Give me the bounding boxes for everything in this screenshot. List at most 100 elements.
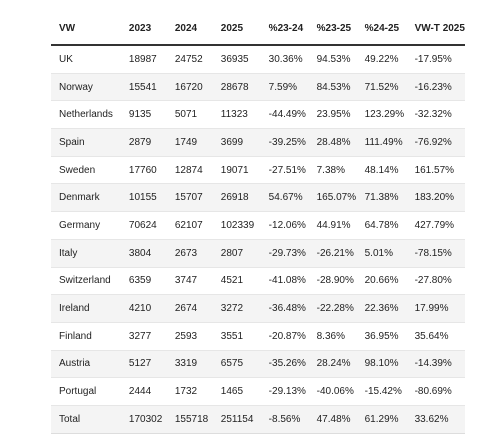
column-header-2023: 2023 bbox=[120, 12, 167, 46]
cell-change-24-25: 22.36% bbox=[356, 294, 407, 323]
table-body: UK 18987 24752 36935 30.36% 94.53% 49.22% -17.9… bbox=[51, 45, 465, 434]
cell-change-23-24: -27.51% bbox=[260, 156, 309, 185]
cell-change-23-24: -12.06% bbox=[260, 211, 309, 240]
cell-change-24-25: 5.01% bbox=[356, 239, 407, 268]
cell-vw-t-2025: 17.99% bbox=[406, 294, 465, 323]
column-header-vw: VW bbox=[51, 12, 121, 46]
cell-country: Ireland bbox=[51, 294, 121, 323]
cell-year-2025: 251154 bbox=[212, 405, 261, 434]
cell-year-2023: 10155 bbox=[120, 183, 167, 213]
cell-year-2023: 5127 bbox=[120, 350, 167, 379]
cell-year-2023: 2444 bbox=[120, 377, 167, 406]
table-row: Portugal 2444 1732 1465 -29.13% -40.06% -15.42… bbox=[51, 377, 465, 406]
table-row: Netherlands 9135 5071 11323 -44.49% 23.95% 123… bbox=[51, 100, 465, 130]
cell-vw-t-2025: 35.64% bbox=[406, 322, 465, 351]
cell-year-2025: 26918 bbox=[212, 183, 261, 213]
table-row: Norway 15541 16720 28678 7.59% 84.53% 71.52% -1… bbox=[51, 73, 465, 102]
table-row: Italy 3804 2673 2807 -29.73% -26.21% 5.01% -78.… bbox=[51, 239, 465, 268]
cell-year-2023: 70624 bbox=[120, 211, 167, 240]
table-row: Ireland 4210 2674 3272 -36.48% -22.28% 22.36% 1… bbox=[51, 294, 465, 323]
cell-year-2023: 17760 bbox=[120, 156, 167, 185]
cell-year-2025: 28678 bbox=[212, 73, 261, 102]
cell-change-23-25: -28.90% bbox=[308, 267, 357, 296]
cell-vw-t-2025: -14.39% bbox=[406, 350, 465, 379]
cell-year-2024: 2673 bbox=[166, 239, 213, 268]
cell-change-24-25: 49.22% bbox=[356, 45, 407, 74]
cell-change-24-25: 61.29% bbox=[356, 405, 407, 434]
column-header-change-23-25: %23-25 bbox=[308, 12, 357, 46]
cell-year-2025: 4521 bbox=[212, 267, 261, 296]
cell-vw-t-2025: -17.95% bbox=[406, 45, 465, 74]
cell-vw-t-2025: -16.23% bbox=[406, 73, 465, 102]
cell-change-23-24: -8.56% bbox=[260, 405, 309, 434]
cell-change-23-24: -35.26% bbox=[260, 350, 309, 379]
table-row: Finland 3277 2593 3551 -20.87% 8.36% 36.95% 35.… bbox=[51, 322, 465, 351]
cell-year-2024: 3747 bbox=[166, 267, 213, 296]
cell-change-23-24: -36.48% bbox=[260, 294, 309, 323]
cell-year-2024: 24752 bbox=[166, 45, 213, 74]
cell-year-2023: 4210 bbox=[120, 294, 167, 323]
cell-change-23-24: -44.49% bbox=[260, 100, 309, 130]
cell-year-2025: 1465 bbox=[212, 377, 261, 406]
cell-change-24-25: 20.66% bbox=[356, 267, 407, 296]
cell-year-2025: 3272 bbox=[212, 294, 261, 323]
cell-change-23-24: -39.25% bbox=[260, 128, 309, 157]
cell-change-23-25: 7.38% bbox=[308, 156, 357, 185]
cell-year-2023: 2879 bbox=[120, 128, 167, 157]
cell-change-23-25: 44.91% bbox=[308, 211, 357, 240]
cell-year-2025: 2807 bbox=[212, 239, 261, 268]
cell-year-2023: 3277 bbox=[120, 322, 167, 351]
cell-change-23-25: 23.95% bbox=[308, 100, 357, 130]
column-header-vw-t-2025: VW-T 2025 bbox=[406, 12, 465, 46]
cell-year-2023: 6359 bbox=[120, 267, 167, 296]
cell-vw-t-2025: -76.92% bbox=[406, 128, 465, 157]
sales-comparison-table: VW 2023 2024 2025 %23-24 %23-25 %24-25 V… bbox=[51, 12, 465, 434]
cell-year-2024: 2593 bbox=[166, 322, 213, 351]
cell-country: Total bbox=[51, 405, 121, 434]
cell-change-23-25: 8.36% bbox=[308, 322, 357, 351]
cell-country: Finland bbox=[51, 322, 121, 351]
table-total-row: Total 170302 155718 251154 -8.56% 47.48% 61.29… bbox=[51, 405, 465, 434]
column-header-2025: 2025 bbox=[212, 12, 261, 46]
cell-change-23-25: -40.06% bbox=[308, 377, 357, 406]
cell-vw-t-2025: -80.69% bbox=[406, 377, 465, 406]
cell-year-2025: 3551 bbox=[212, 322, 261, 351]
cell-year-2024: 2674 bbox=[166, 294, 213, 323]
table-row: Switzerland 6359 3747 4521 -41.08% -28.90% 20.… bbox=[51, 267, 465, 296]
cell-change-23-25: 94.53% bbox=[308, 45, 357, 74]
cell-year-2023: 15541 bbox=[120, 73, 167, 102]
table-row: UK 18987 24752 36935 30.36% 94.53% 49.22% -17.9… bbox=[51, 45, 465, 74]
cell-change-24-25: 36.95% bbox=[356, 322, 407, 351]
cell-vw-t-2025: -27.80% bbox=[406, 267, 465, 296]
cell-country: Spain bbox=[51, 128, 121, 157]
cell-change-23-25: 28.24% bbox=[308, 350, 357, 379]
cell-year-2024: 12874 bbox=[166, 156, 213, 185]
cell-change-23-25: -22.28% bbox=[308, 294, 357, 323]
cell-year-2025: 3699 bbox=[212, 128, 261, 157]
cell-country: Italy bbox=[51, 239, 121, 268]
cell-change-23-24: -20.87% bbox=[260, 322, 309, 351]
cell-country: UK bbox=[51, 45, 121, 74]
cell-year-2024: 1749 bbox=[166, 128, 213, 157]
cell-year-2023: 170302 bbox=[120, 405, 167, 434]
cell-change-23-24: -29.13% bbox=[260, 377, 309, 406]
cell-change-23-25: -26.21% bbox=[308, 239, 357, 268]
cell-change-24-25: -15.42% bbox=[356, 377, 407, 406]
table-row: Spain 2879 1749 3699 -39.25% 28.48% 111.49% -76… bbox=[51, 128, 465, 157]
cell-country: Austria bbox=[51, 350, 121, 379]
cell-change-23-25: 47.48% bbox=[308, 405, 357, 434]
cell-change-24-25: 71.52% bbox=[356, 73, 407, 102]
cell-change-24-25: 64.78% bbox=[356, 211, 407, 240]
column-header-change-23-24: %23-24 bbox=[260, 12, 309, 46]
cell-vw-t-2025: -32.32% bbox=[406, 100, 465, 130]
cell-change-23-24: 30.36% bbox=[260, 45, 309, 74]
cell-year-2024: 1732 bbox=[166, 377, 213, 406]
cell-year-2024: 3319 bbox=[166, 350, 213, 379]
cell-change-24-25: 111.49% bbox=[356, 128, 407, 157]
cell-country: Netherlands bbox=[51, 100, 121, 130]
cell-year-2025: 19071 bbox=[212, 156, 261, 185]
cell-change-23-25: 84.53% bbox=[308, 73, 357, 102]
cell-change-23-25: 28.48% bbox=[308, 128, 357, 157]
cell-year-2025: 102339 bbox=[212, 211, 261, 240]
cell-country: Germany bbox=[51, 211, 121, 240]
